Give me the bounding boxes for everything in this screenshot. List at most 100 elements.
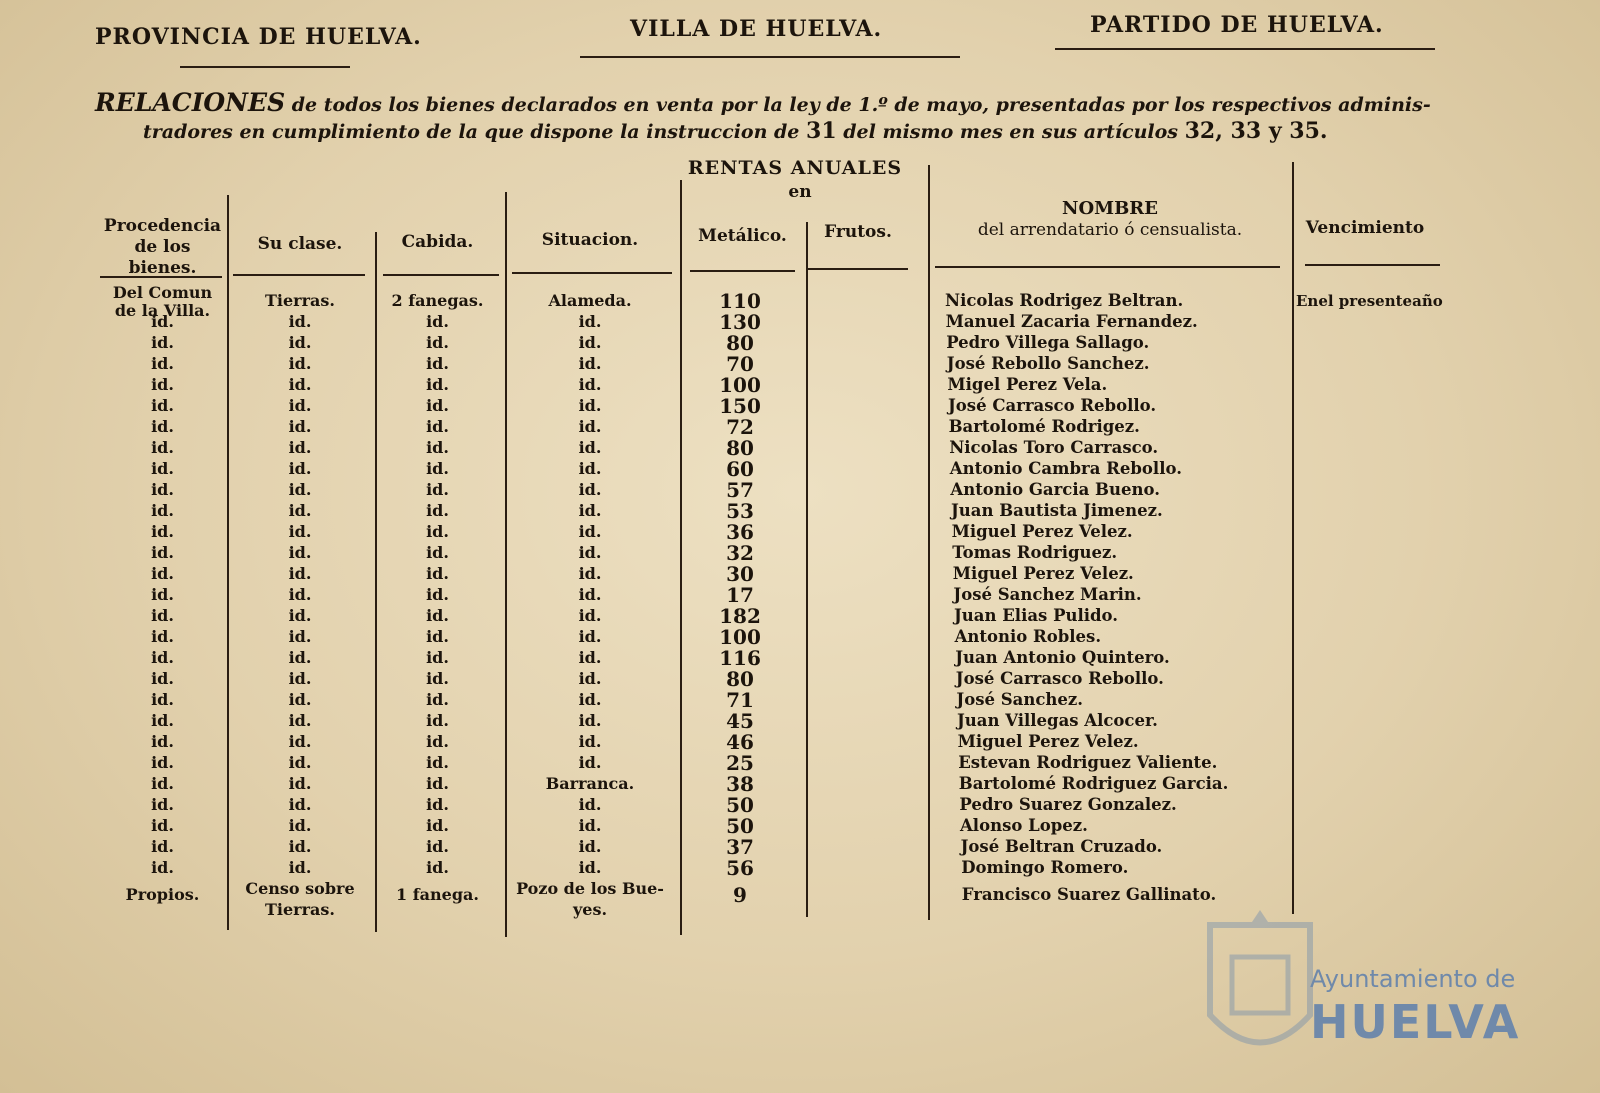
cell-cabida: id.: [426, 585, 449, 604]
cell-nombre: Nicolas Rodrigez Beltran.: [945, 291, 1184, 310]
cell-nombre: Alonso Lopez.: [960, 816, 1088, 835]
cell-clase: id.: [288, 396, 312, 415]
cell-nombre: Tomas Rodriguez.: [952, 543, 1118, 562]
cell-nombre: Antonio Cambra Rebollo.: [949, 459, 1182, 478]
cell-proc: id.: [151, 837, 174, 856]
cell-cabida: id.: [426, 753, 449, 772]
cell-met: 50: [726, 814, 754, 838]
cell-nombre: Estevan Rodriguez Valiente.: [958, 753, 1218, 772]
hdr-underline-clase: [233, 274, 365, 276]
cell-met: 100: [719, 625, 761, 649]
col-clase: Su clase.: [257, 234, 343, 254]
cell-met: 36: [726, 520, 754, 544]
col-sep-7: [1292, 162, 1294, 914]
cell-clase: id.: [288, 669, 312, 688]
cell-clase: id.: [288, 585, 312, 604]
cell-cabida: id.: [426, 375, 449, 394]
cell-nombre: Miguel Perez Velez.: [952, 564, 1134, 583]
cell-clase: id.: [288, 333, 312, 352]
cell-proc: id.: [151, 375, 174, 394]
cell-nombre: Domingo Romero.: [961, 858, 1129, 877]
cell-clase: id.: [288, 501, 312, 520]
cell-proc: id.: [151, 606, 174, 625]
header-partido-rule: [1055, 48, 1435, 50]
cell-nombre: Migel Perez Vela.: [947, 375, 1108, 394]
cell-proc: Propios.: [125, 885, 200, 904]
cell-cabida: id.: [426, 333, 449, 352]
header-partido: PARTIDO DE HUELVA.: [1090, 12, 1384, 38]
cell-met: 72: [726, 415, 754, 439]
cell-met: 100: [719, 373, 761, 397]
cell-sit: id.: [578, 480, 602, 499]
cell-clase: id.: [288, 816, 312, 835]
cell-nombre: Miguel Perez Velez.: [951, 522, 1133, 541]
cell-nombre: Juan Antonio Quintero.: [955, 648, 1170, 667]
cell-met: 116: [719, 646, 761, 670]
intro-text3: del mismo mes en sus artículos: [836, 121, 1185, 143]
cell-met: 32: [726, 541, 754, 565]
cell-proc: id.: [151, 627, 174, 646]
cell-proc: id.: [151, 753, 174, 772]
col-sep-4: [680, 180, 682, 935]
cell-clase: id.: [288, 606, 312, 625]
cell-met: 182: [719, 604, 761, 628]
col-sep-6: [928, 165, 930, 920]
cell-clase: id.: [288, 564, 312, 583]
cell-cabida: id.: [426, 438, 449, 457]
cell-met: 50: [726, 793, 754, 817]
cell-nombre: Manuel Zacaria Fernandez.: [945, 312, 1198, 331]
cell-proc: id.: [151, 480, 174, 499]
cell-proc: id.: [151, 858, 174, 877]
cell-nombre: Francisco Suarez Gallinato.: [961, 885, 1217, 904]
intro-paragraph: RELACIONES de todos los bienes declarado…: [95, 90, 1435, 145]
cell-nombre: José Carrasco Rebollo.: [955, 669, 1164, 688]
cell-proc: id.: [151, 522, 174, 541]
intro-cap: RELACIONES: [95, 88, 286, 117]
cell-proc: id.: [151, 438, 174, 457]
cell-sit: id.: [578, 564, 602, 583]
hdr-underline-procedencia: [100, 276, 222, 278]
cell-cabida: 2 fanegas.: [391, 291, 484, 310]
cell-cabida: id.: [426, 669, 449, 688]
cell-nombre: José Beltran Cruzado.: [960, 837, 1163, 856]
cell-cabida: id.: [426, 837, 449, 856]
cell-nombre: Nicolas Toro Carrasco.: [949, 438, 1159, 457]
cell-proc: id.: [151, 312, 174, 331]
intro-nums2: 32, 33 y 35.: [1184, 118, 1328, 144]
cell-clase: id.: [288, 438, 312, 457]
cell-cabida: id.: [426, 312, 449, 331]
cell-nombre: Antonio Robles.: [954, 627, 1102, 646]
cell-met: 70: [726, 352, 754, 376]
cell-cabida: id.: [426, 459, 449, 478]
cell-proc: id.: [151, 354, 174, 373]
cell-proc: id.: [151, 816, 174, 835]
cell-met: 80: [726, 331, 754, 355]
cell-met: 80: [726, 436, 754, 460]
cell-cabida: id.: [426, 690, 449, 709]
col-rentas-en: en: [788, 182, 812, 202]
cell-sit: Pozo de los Bue- yes.: [516, 879, 664, 919]
cell-sit: id.: [578, 858, 602, 877]
cell-proc: id.: [151, 564, 174, 583]
cell-nombre: Pedro Villega Sallago.: [946, 333, 1150, 352]
cell-cabida: id.: [426, 606, 449, 625]
cell-proc: id.: [151, 774, 174, 793]
cell-clase: id.: [288, 858, 312, 877]
cell-nombre: Juan Villegas Alcocer.: [957, 711, 1158, 730]
col-sep-3: [505, 192, 507, 937]
cell-met: 46: [726, 730, 754, 754]
cell-cabida: id.: [426, 732, 449, 751]
cell-nombre: José Carrasco Rebollo.: [948, 396, 1157, 415]
col-situacion: Situacion.: [541, 230, 639, 250]
cell-cabida: id.: [426, 480, 449, 499]
cell-proc: id.: [151, 333, 174, 352]
header-villa-rule: [580, 56, 960, 58]
cell-cabida: id.: [426, 396, 449, 415]
col-metalico: Metálico.: [698, 226, 787, 246]
cell-proc: id.: [151, 795, 174, 814]
cell-proc: id.: [151, 585, 174, 604]
header-provincia-rule: [180, 66, 350, 68]
cell-cabida: id.: [426, 522, 449, 541]
cell-cabida: id.: [426, 795, 449, 814]
cell-sit: id.: [578, 501, 602, 520]
